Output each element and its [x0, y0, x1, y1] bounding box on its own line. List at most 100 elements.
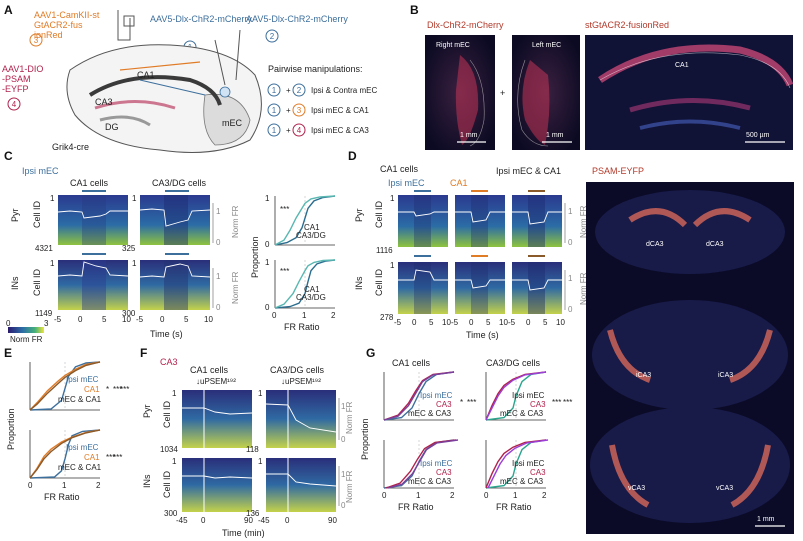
h-title: PSAM-EYFP: [592, 166, 644, 176]
h-micrographs: dCA3 dCA3 iCA3 iCA3 vCA3 vCA3 1 mm: [586, 182, 794, 534]
c-xt-2: 0: [78, 315, 83, 324]
d-r-0: 0: [568, 238, 573, 247]
g-leg-4: Ipsi mEC: [512, 391, 545, 400]
c-row-ins: INs: [10, 276, 20, 290]
b-ca1: CA1: [675, 62, 689, 69]
f-cellid-2: Cell ID: [162, 470, 172, 498]
g-ca3-ins-both-line: [487, 439, 549, 489]
e-leg-2b: CA1: [84, 453, 100, 462]
d-xt-1: -5: [394, 318, 402, 327]
c-xt-6: 0: [160, 315, 165, 324]
e-pyr-ipsi-line: [29, 361, 101, 411]
f-xt-2: 0: [201, 516, 206, 525]
f-xt-4: -45: [258, 516, 270, 525]
g-xlabel-1: FR Ratio: [398, 502, 434, 512]
pair-2-a: 1: [272, 106, 277, 115]
g-leg-3: mEC & CA3: [408, 409, 452, 418]
injection-2-text: AAV5-Dlx-ChR2-mCherry: [246, 14, 348, 24]
e-ins-both-line: [29, 429, 101, 479]
d-title: CA1 cells: [380, 164, 419, 174]
c-cdf-ins-stars: ***: [280, 267, 289, 276]
c-cbar-min: 0: [6, 319, 11, 328]
d-normfr-1: Norm FR: [579, 205, 588, 238]
c-cdf-pyr-ca1-line: [274, 195, 336, 246]
c-col2: CA3/DG cells: [152, 178, 207, 188]
f-normfr-1: Norm FR: [345, 401, 354, 434]
c-cdf-pyr-leg-2: CA3/DG: [296, 231, 326, 240]
f-r-0: 0: [341, 435, 346, 444]
panel-label-d: D: [348, 149, 357, 163]
pair-2-text: Ipsi mEC & CA1: [311, 106, 369, 115]
pairwise-title: Pairwise manipulations:: [268, 64, 363, 74]
c-xt-7: 5: [184, 315, 189, 324]
c-r-tick-0b: 0: [216, 303, 221, 312]
b-title-right: stGtACR2-fusionRed: [585, 20, 669, 30]
c-cdf-pyr: *** CA1 CA3/DG 1 0: [265, 194, 336, 249]
f-xt-5: 0: [285, 516, 290, 525]
b-scale-1: 1 mm: [460, 132, 478, 139]
f-xt-6: 90: [328, 516, 337, 525]
grik4-label: Grik4-cre: [52, 142, 89, 152]
pair-3-b: 4: [297, 126, 302, 135]
pair-plus-1: +: [286, 86, 291, 95]
d-xt-10: 0: [526, 318, 531, 327]
e-pyr-both-line: [29, 361, 101, 411]
g-col2: CA3/DG cells: [486, 358, 541, 368]
e-leg-2: CA1: [84, 385, 100, 394]
c-cellid-1: Cell ID: [32, 200, 42, 228]
d-xt-12: 10: [556, 318, 565, 327]
c-col1: CA1 cells: [70, 178, 109, 188]
d-heatmaps: [398, 195, 562, 314]
d-r-0b: 0: [568, 305, 573, 314]
g-star-b1: ***: [552, 398, 561, 407]
f-drug-1: ↓uPSEM¹⁹²: [196, 377, 236, 386]
e-leg-3: mEC & CA1: [58, 395, 102, 404]
g-ca1-ins-ca3-line: [385, 439, 457, 489]
h-ica3: iCA3: [636, 372, 651, 379]
micrograph-right-mec: Right mEC 1 mm: [425, 35, 495, 150]
h-vca3: vCA3: [628, 485, 645, 492]
c-normfr-1: Norm FR: [231, 205, 240, 238]
c-cdf-x2: 2: [331, 311, 336, 320]
d-xt-3: 5: [429, 318, 434, 327]
c-one-1: 1: [50, 194, 55, 203]
c-heatmap-ca3-pyr: [139, 195, 211, 245]
f-row-ins: INs: [142, 474, 152, 488]
g-xlabel-2: FR Ratio: [496, 502, 532, 512]
e-cdf-ins: Ipsi mEC CA1 mEC & CA1 *** *** 0 1 2 FR …: [28, 429, 122, 502]
injection-3-num: 3: [34, 36, 39, 45]
g-leg-1: Ipsi mEC: [420, 391, 453, 400]
f-normfr-2: Norm FR: [345, 470, 354, 503]
g-leg-2: CA3: [436, 400, 452, 409]
c-cdf-y1: 1: [265, 194, 270, 203]
e-star-1b: ***: [106, 453, 115, 462]
c-r-tick-1: 1: [216, 207, 221, 216]
e-xlabel: FR Ratio: [44, 492, 80, 502]
c-n-pyr-ca1: 4321: [35, 244, 53, 253]
pair-row-2: 1 + 3 Ipsi mEC & CA1: [267, 103, 369, 117]
f-col2: CA3/DG cells: [270, 365, 325, 375]
c-one-4: 1: [132, 259, 137, 268]
c-colorbar: [8, 327, 44, 333]
e-star-3: ***: [120, 385, 129, 394]
c-subtitle: Ipsi mEC: [22, 166, 59, 176]
f-one-2: 1: [258, 389, 263, 398]
d-one-1: 1: [390, 194, 395, 203]
d-xt-2: 0: [412, 318, 417, 327]
c-n-in-ca3: 300: [122, 309, 136, 318]
e-ins-ipsi-line: [29, 429, 101, 479]
c-time-label: Time (s): [150, 329, 183, 339]
c-cdf-ins-ca3-line: [274, 259, 336, 309]
brain-ca1-label: CA1: [137, 70, 155, 80]
pair-1-text: Ipsi & Contra mEC: [311, 86, 377, 95]
injection-4-circle: [7, 97, 21, 111]
c-cdf-ins-ca1-line: [274, 259, 336, 309]
g-x1: 1: [416, 491, 421, 500]
b-title-left: Dlx-ChR2-mCherry: [427, 20, 504, 30]
panel-label-a: A: [4, 3, 13, 17]
e-leg-1b: Ipsi mEC: [66, 443, 99, 452]
g-x2: 2: [450, 491, 455, 500]
b-left-mec: Left mEC: [532, 42, 561, 49]
g-x0b: 0: [484, 491, 489, 500]
g-star-a1: *: [460, 398, 463, 407]
